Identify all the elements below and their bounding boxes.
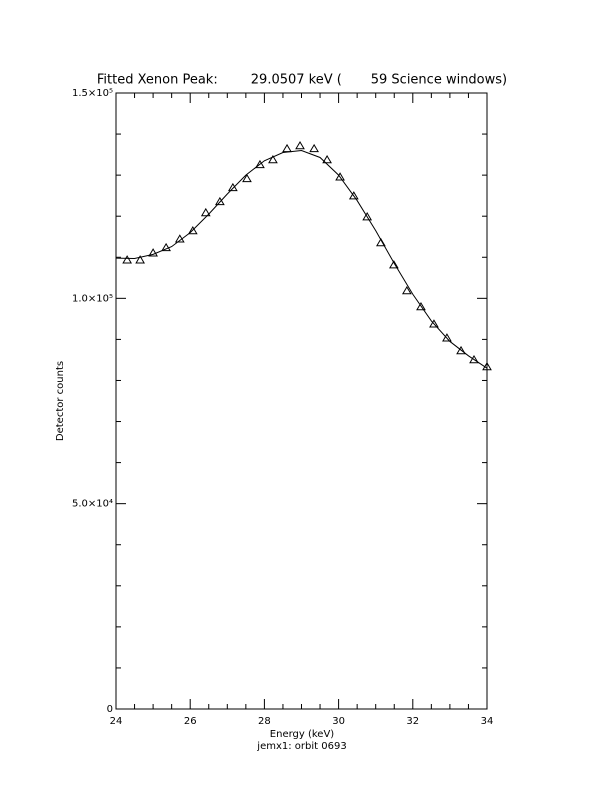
x-tick-label: 24	[110, 716, 123, 727]
y-tick-label: 5.0×10⁴	[72, 499, 113, 510]
data-point	[389, 260, 399, 269]
x-tick-label: 26	[184, 716, 197, 727]
y-tick-label: 0	[107, 704, 113, 715]
data-point	[282, 143, 292, 153]
x-tick-label: 28	[258, 716, 271, 727]
data-point	[135, 255, 145, 264]
data-point	[174, 234, 185, 243]
y-tick-label: 1.0×10⁵	[72, 293, 113, 304]
data-point	[161, 242, 171, 252]
data-point	[456, 345, 466, 355]
plot-frame	[115, 92, 488, 710]
data-point	[309, 143, 319, 153]
x-axis-label: Energy (keV)	[270, 729, 335, 740]
y-axis-label: Detector counts	[55, 361, 66, 441]
y-tick-label: 1.5×10⁵	[72, 88, 113, 99]
subtitle: jemx1: orbit 0693	[256, 741, 346, 752]
data-point	[429, 319, 439, 328]
data-point	[200, 207, 211, 217]
data-point	[227, 182, 238, 192]
data-point	[122, 255, 133, 264]
x-tick-label: 32	[406, 716, 419, 727]
data-point	[362, 212, 373, 221]
data-point	[187, 225, 198, 235]
data-point	[255, 159, 265, 169]
data-point	[242, 173, 252, 183]
data-point	[416, 301, 426, 311]
data-point	[215, 196, 225, 206]
data-point	[322, 154, 332, 164]
x-tick-label: 30	[332, 716, 345, 727]
data-point	[268, 154, 278, 164]
data-point	[401, 285, 412, 295]
chart-title: Fitted Xenon Peak: 29.0507 keV ( 59 Scie…	[97, 73, 507, 88]
data-point	[442, 333, 452, 342]
data-point	[482, 361, 492, 371]
data-point	[348, 191, 359, 200]
data-point	[469, 354, 479, 364]
data-point	[295, 140, 305, 150]
fit-line	[115, 149, 488, 369]
data-point	[148, 248, 158, 257]
data-point	[335, 172, 345, 181]
x-tick-label: 34	[481, 716, 494, 727]
data-point	[376, 237, 386, 247]
